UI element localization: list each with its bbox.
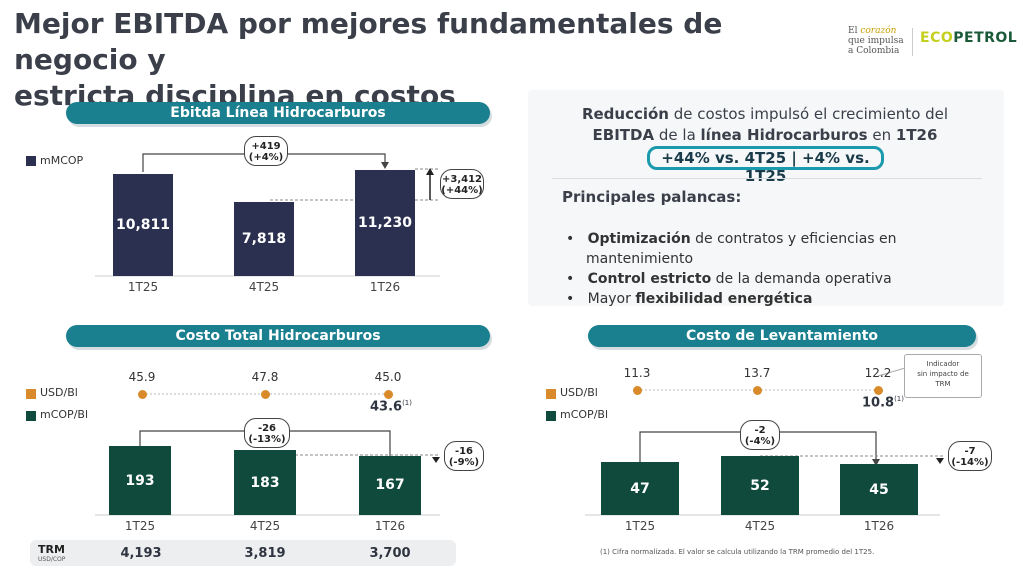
usd-label-4t25: 47.8: [251, 370, 279, 384]
lev-pill-title: Costo de Levantamiento: [588, 325, 976, 347]
bar-4t25: 183: [234, 450, 296, 515]
bar-1t25: 47: [601, 462, 679, 515]
lev-legend-cop-swatch: [546, 411, 556, 421]
ebitda-change-bubble: +419 (+4%): [244, 136, 288, 166]
lever-item-1: • Optimización de contratos y eficiencia…: [566, 231, 897, 247]
ebitda-side-bubble: +3,412 (+44%): [440, 169, 484, 199]
bar-4t25: 52: [721, 456, 799, 515]
trm-row: [30, 540, 456, 566]
usd-label-1t25: 45.9: [128, 370, 156, 384]
x-label-1t25: 1T25: [124, 519, 156, 533]
tagline-el: El: [848, 26, 858, 36]
usd-label-4t25: 13.7: [743, 366, 771, 380]
legend-mmcop: mMCOP: [40, 154, 84, 167]
bar-1t26: 167: [359, 455, 421, 515]
legend-cop: mCOP/Bl: [40, 408, 88, 421]
x-label-1t26: 1T26: [863, 519, 895, 533]
costo-change-bubble: -26 (-13%): [244, 418, 290, 448]
trm-label: TRM: [38, 543, 65, 556]
lever-item-1-cont: mantenimiento: [586, 251, 694, 267]
tagline-corazon: corazón: [860, 26, 897, 36]
footnote: (1) Cifra normalizada. El valor se calcu…: [600, 548, 875, 556]
x-label-4t25: 4T25: [248, 280, 280, 294]
summary-panel: [528, 90, 1004, 306]
lev-change-bubble: -2 (-4%): [740, 420, 780, 450]
summary-headline: Reducción de costos impulsó el crecimien…: [581, 105, 949, 144]
usd-label-1t25: 11.3: [623, 366, 651, 380]
bar-1t25: 10,811: [113, 174, 173, 276]
x-label-4t25: 4T25: [249, 519, 281, 533]
lev-legend-cop: mCOP/Bl: [560, 408, 608, 421]
bar-4t25: 7,818: [234, 202, 294, 276]
x-label-1t26: 1T26: [369, 280, 401, 294]
x-label-1t26: 1T26: [374, 519, 406, 533]
trm-value-3: 3,700: [369, 546, 411, 561]
lev-legend-usd: USD/Bl: [560, 386, 598, 399]
ebitda-pill-title: Ebitda Línea Hidrocarburos: [66, 102, 490, 124]
title-line-1: Mejor EBITDA por mejores fundamentales d…: [14, 7, 723, 76]
costo-side-bubble: -16 (-9%): [444, 441, 484, 471]
levers-title: Principales palancas:: [562, 188, 742, 206]
levers-list: • Optimización de contratos y eficiencia…: [566, 229, 897, 309]
trm-sub: USD/COP: [38, 556, 66, 563]
x-label-4t25: 4T25: [744, 519, 776, 533]
usd-dot-1t26: [383, 389, 393, 399]
legend-usd: USD/Bl: [40, 386, 78, 399]
bar-1t25: 193: [109, 446, 171, 515]
lever-item-2: • Control estricto de la demanda operati…: [566, 271, 892, 287]
summary-highlight-box: +44% vs. 4T25 | +4% vs. 1T25: [647, 146, 884, 185]
page-title: Mejor EBITDA por mejores fundamentales d…: [14, 6, 814, 114]
header-divider: [912, 28, 913, 56]
lev-note-box: Indicador sin impacto de TRM: [904, 354, 982, 398]
trm-value-1: 4,193: [120, 546, 162, 561]
x-label-1t25: 1T25: [624, 519, 656, 533]
usd-dot-1t26: [873, 385, 883, 395]
legend-usd-swatch: [26, 389, 36, 399]
usd-label-1t26: 12.2: [864, 366, 892, 380]
usd-dot-1t25: [632, 385, 642, 395]
tagline-colombia: a Colombia: [848, 46, 900, 56]
ecopetrol-logo: ECOPETROL: [920, 30, 1018, 46]
lev-normalized-value: 10.8(1): [862, 395, 904, 411]
legend-mmcop-swatch: [26, 156, 36, 166]
costo-pill-title: Costo Total Hidrocarburos: [66, 325, 490, 347]
tagline-impulsa: que impulsa: [848, 36, 904, 46]
lev-side-bubble: -7 (-14%): [948, 441, 992, 471]
usd-dot-4t25: [752, 385, 762, 395]
costo-normalized-value: 43.6(1): [370, 399, 412, 415]
bar-1t26: 45: [840, 464, 918, 515]
bar-1t26: 11,230: [355, 170, 415, 276]
usd-dot-1t25: [137, 389, 147, 399]
legend-cop-swatch: [26, 411, 36, 421]
summary-divider: [552, 178, 982, 179]
usd-dot-4t25: [260, 389, 270, 399]
tagline: El corazón que impulsa a Colombia: [848, 26, 908, 56]
trm-value-2: 3,819: [244, 546, 286, 561]
x-label-1t25: 1T25: [127, 280, 159, 294]
usd-label-1t26: 45.0: [374, 370, 402, 384]
lever-item-3: • Mayor flexibilidad energética: [566, 291, 813, 307]
lev-legend-usd-swatch: [546, 389, 556, 399]
